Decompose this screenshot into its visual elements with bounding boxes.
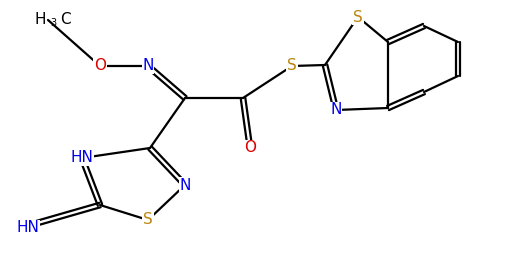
Text: O: O [94,59,106,73]
Text: S: S [287,59,297,73]
Text: C: C [60,11,71,27]
Text: N: N [179,177,190,193]
Text: 3: 3 [50,18,56,28]
Text: HN: HN [16,221,39,235]
Text: HN: HN [71,151,93,165]
Text: O: O [244,140,256,156]
Text: S: S [143,213,153,227]
Text: S: S [353,10,363,24]
Text: N: N [142,59,154,73]
Text: N: N [330,102,342,118]
Text: H: H [34,11,46,27]
